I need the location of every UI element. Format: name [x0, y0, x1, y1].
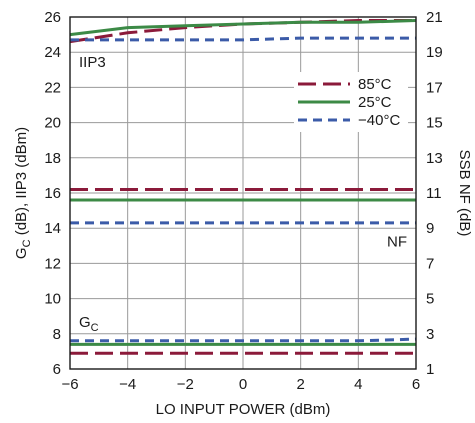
x-tick-label: 2	[296, 376, 304, 393]
legend-label: −40°C	[358, 112, 400, 129]
series-line-gc	[70, 337, 417, 343]
legend-label: 85°C	[358, 76, 392, 93]
left-y-tick-label: 20	[44, 115, 61, 132]
left-y-axis-title-subscript: C	[21, 239, 33, 247]
right-y-tick-label: 1	[426, 361, 434, 378]
left-y-axis-title-rest: (dB), IIP3 (dBm)	[13, 127, 30, 240]
grid	[70, 17, 416, 369]
annotation-gc-subscript: C	[91, 322, 99, 334]
x-tick-label: −2	[177, 376, 194, 393]
x-axis-title: LO INPUT POWER (dBm)	[156, 401, 331, 418]
legend: 85°C25°C−40°C	[294, 72, 408, 132]
series-line-iip3	[69, 19, 417, 37]
left-y-tick-label: 16	[44, 185, 61, 202]
right-y-tick-label: 19	[426, 44, 443, 61]
right-y-tick-label: 17	[426, 79, 443, 96]
annotation-iip3: IIP3	[79, 54, 106, 71]
right-y-tick-label: 9	[426, 220, 434, 237]
left-y-tick-label: 14	[44, 220, 61, 237]
plot-frame	[69, 16, 417, 370]
right-y-tick-label: 11	[426, 185, 442, 202]
left-y-tick-label: 24	[44, 44, 61, 61]
right-y-tick-label: 7	[426, 255, 434, 272]
legend-items: 85°C25°C−40°C	[298, 76, 400, 129]
left-y-tick-label: 8	[53, 326, 61, 343]
right-y-tick-label: 5	[426, 291, 434, 308]
left-y-tick-label: 26	[44, 9, 61, 26]
left-y-tick-label: 22	[44, 79, 61, 96]
annotation-gc: GC	[79, 314, 99, 334]
right-y-tick-label: 3	[426, 326, 434, 343]
series-line-iip3	[69, 19, 416, 44]
left-y-axis-title: GC (dB), IIP3 (dBm)	[13, 127, 33, 259]
right-y-axis-title: SSB NF (dB)	[456, 150, 473, 237]
left-y-axis-title-main: G	[13, 247, 30, 259]
x-tick-label: 6	[412, 376, 420, 393]
left-y-axis-ticks: 6 8 10 12 14 16 18 20 22 24 26	[44, 9, 61, 378]
series-lines	[69, 19, 417, 355]
right-y-tick-label: 13	[426, 150, 443, 167]
left-y-tick-label: 10	[44, 291, 61, 308]
x-tick-label: 4	[354, 376, 362, 393]
x-tick-label: −6	[61, 376, 78, 393]
series-line-iip3	[70, 36, 416, 42]
annotation-gc-main: G	[79, 314, 91, 331]
x-tick-label: −4	[119, 376, 136, 393]
right-y-tick-label: 15	[426, 115, 443, 132]
x-tick-label: 0	[239, 376, 247, 393]
x-axis-ticks: −6 −4 −2 0 2 4 6	[61, 376, 420, 393]
legend-label: 25°C	[358, 94, 392, 111]
left-y-tick-label: 18	[44, 150, 61, 167]
left-y-tick-label: 12	[44, 255, 61, 272]
left-y-tick-label: 6	[53, 361, 61, 378]
right-y-tick-label: 21	[426, 9, 443, 26]
annotation-nf: NF	[387, 234, 407, 251]
